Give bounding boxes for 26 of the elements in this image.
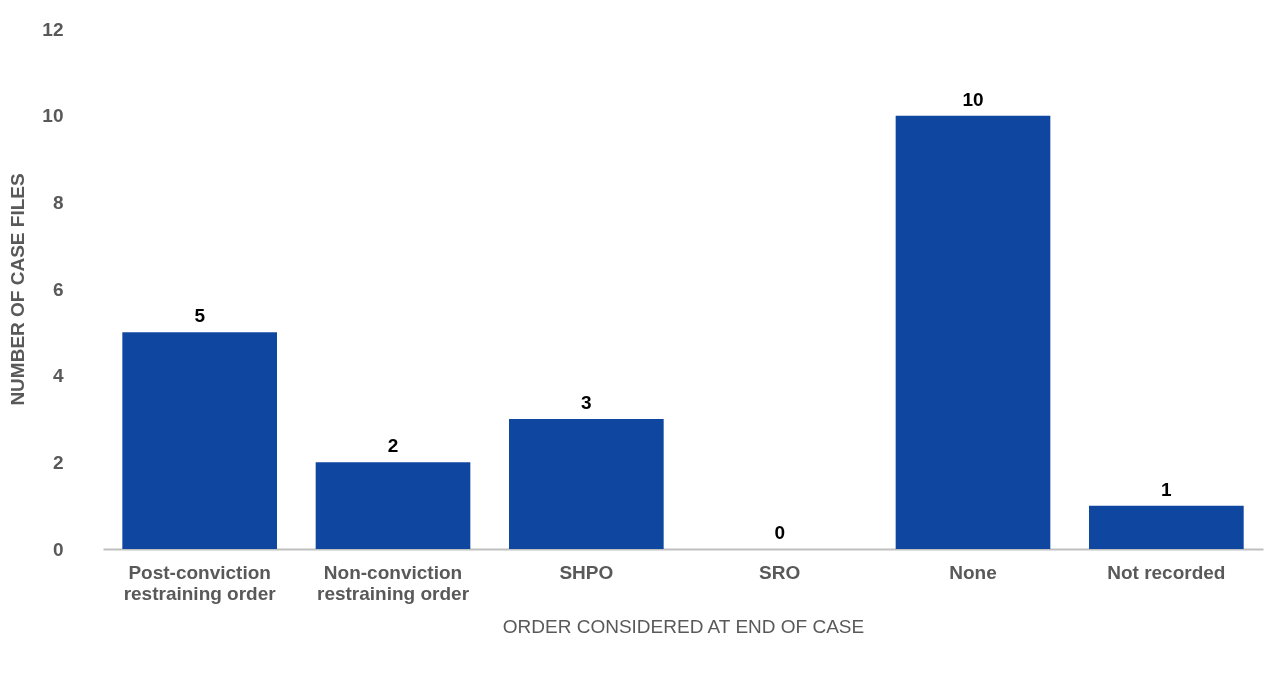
x-tick-label: Post-conviction restraining order [123, 561, 277, 604]
data-label: 3 [581, 392, 592, 413]
bar [509, 419, 664, 549]
x-tick-label: SRO [759, 561, 801, 583]
data-label: 5 [194, 305, 206, 327]
data-label: 10 [962, 88, 984, 110]
y-tick-label: 12 [42, 18, 64, 40]
y-tick-label: 2 [52, 451, 64, 473]
y-tick-label: 6 [52, 278, 64, 300]
data-label: 2 [387, 435, 399, 457]
bar [895, 115, 1051, 549]
data-label: 1 [1161, 478, 1173, 500]
y-tick-label: 8 [52, 191, 64, 213]
bar [315, 462, 471, 549]
data-label: 0 [774, 522, 785, 543]
x-tick-label: Non-conviction restraining order [316, 561, 470, 604]
bar [1089, 505, 1244, 549]
y-tick-label: 4 [52, 365, 64, 387]
x-axis-title: ORDER CONSIDERED AT END OF CASE [502, 615, 865, 637]
y-tick-label: 0 [52, 538, 64, 560]
y-axis-title: NUMBER OF CASE FILES [7, 173, 29, 406]
bar [122, 332, 277, 549]
y-tick-label: 10 [42, 105, 64, 127]
x-tick-label: None [949, 561, 997, 583]
x-tick-label: SHPO [559, 561, 614, 583]
x-tick-label: Not recorded [1107, 561, 1226, 583]
